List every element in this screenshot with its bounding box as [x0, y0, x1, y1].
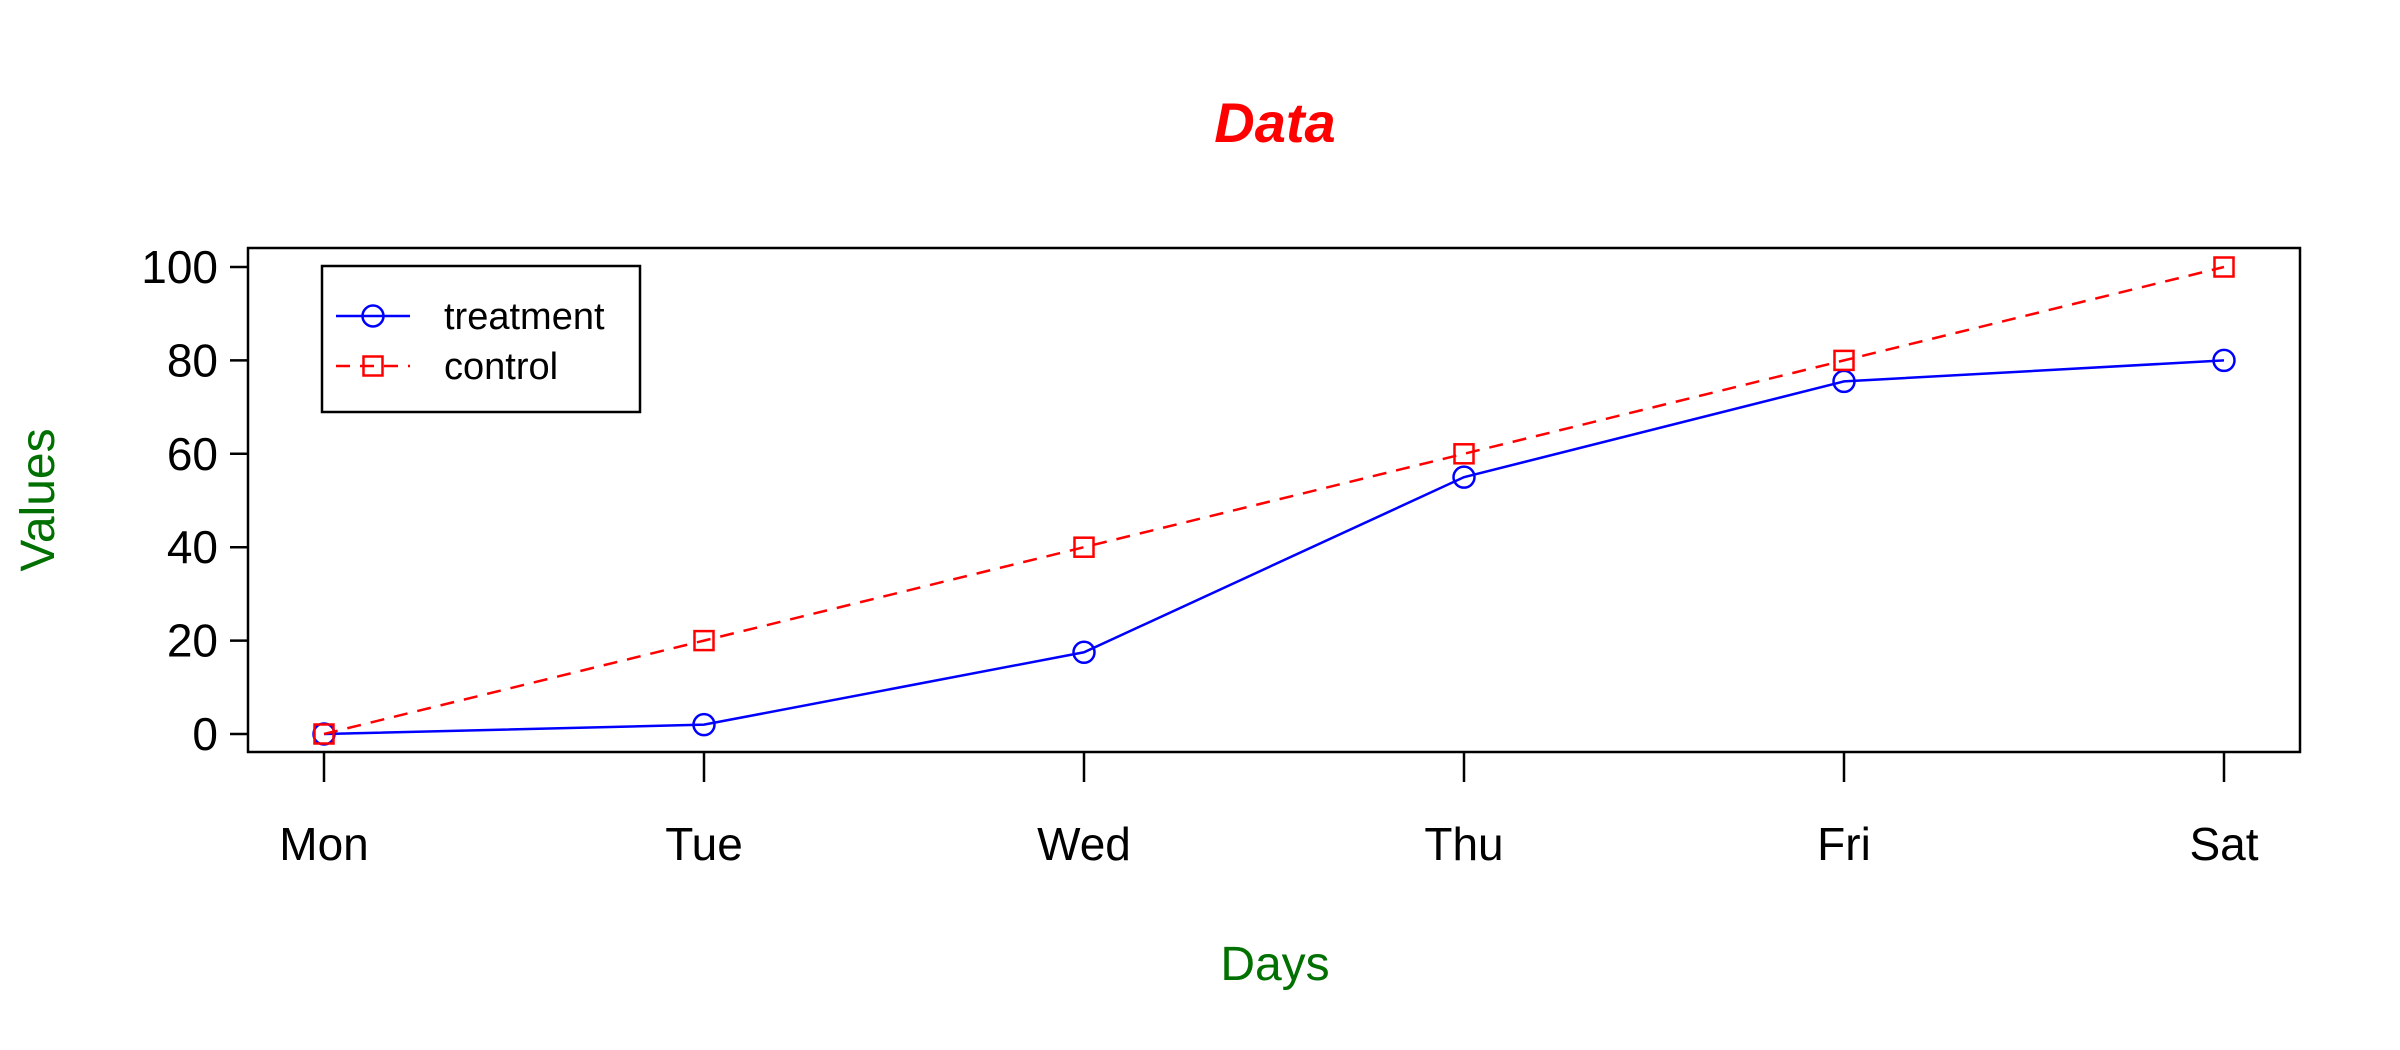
legend-marker-control: [362, 355, 384, 377]
y-tick-label: 40: [167, 521, 218, 573]
x-tick-label: Mon: [279, 818, 368, 870]
data-point-control: [1833, 349, 1855, 372]
x-tick-label: Tue: [665, 818, 743, 870]
data-point-control: [2213, 256, 2235, 278]
x-tick-label: Thu: [1424, 818, 1503, 870]
x-tick-label: Wed: [1037, 818, 1131, 870]
legend-label-treatment: treatment: [444, 296, 605, 338]
data-point-treatment: [2212, 348, 2236, 373]
legend-label-control: control: [444, 346, 558, 388]
data-point-treatment: [1452, 465, 1476, 489]
x-axis-label: Days: [1220, 938, 1329, 991]
y-tick-label: 20: [167, 615, 218, 667]
data-point-treatment: [1072, 640, 1096, 665]
series-control: [313, 256, 2235, 745]
data-point-treatment: [692, 712, 716, 737]
data-point-control: [313, 723, 335, 745]
legend-box: [320, 264, 642, 414]
x-axis: Mon Tue Wed Thu Fri Sat: [279, 752, 2259, 870]
x-tick-label: Sat: [2189, 818, 2258, 870]
series-line-treatment: [323, 359, 2225, 736]
y-tick-label: 60: [167, 428, 218, 480]
data-point-control: [1453, 443, 1475, 465]
data-point-control: [1073, 536, 1095, 558]
y-axis-label: Values: [12, 428, 65, 571]
x-tick-label: Fri: [1817, 818, 1871, 870]
chart-title: Data: [1214, 91, 1335, 154]
y-axis: 0 20 40 60 80 100: [141, 241, 248, 760]
y-tick-label: 100: [141, 241, 218, 293]
plot-frame: [246, 246, 2302, 754]
series-layer: [312, 256, 2236, 746]
legend-marker-treatment: [361, 304, 385, 328]
y-tick-label: 80: [167, 334, 218, 386]
series-treatment: [312, 348, 2236, 746]
data-point-control: [693, 629, 715, 652]
legend: treatment control: [320, 264, 642, 414]
y-tick-label: 0: [192, 708, 218, 760]
